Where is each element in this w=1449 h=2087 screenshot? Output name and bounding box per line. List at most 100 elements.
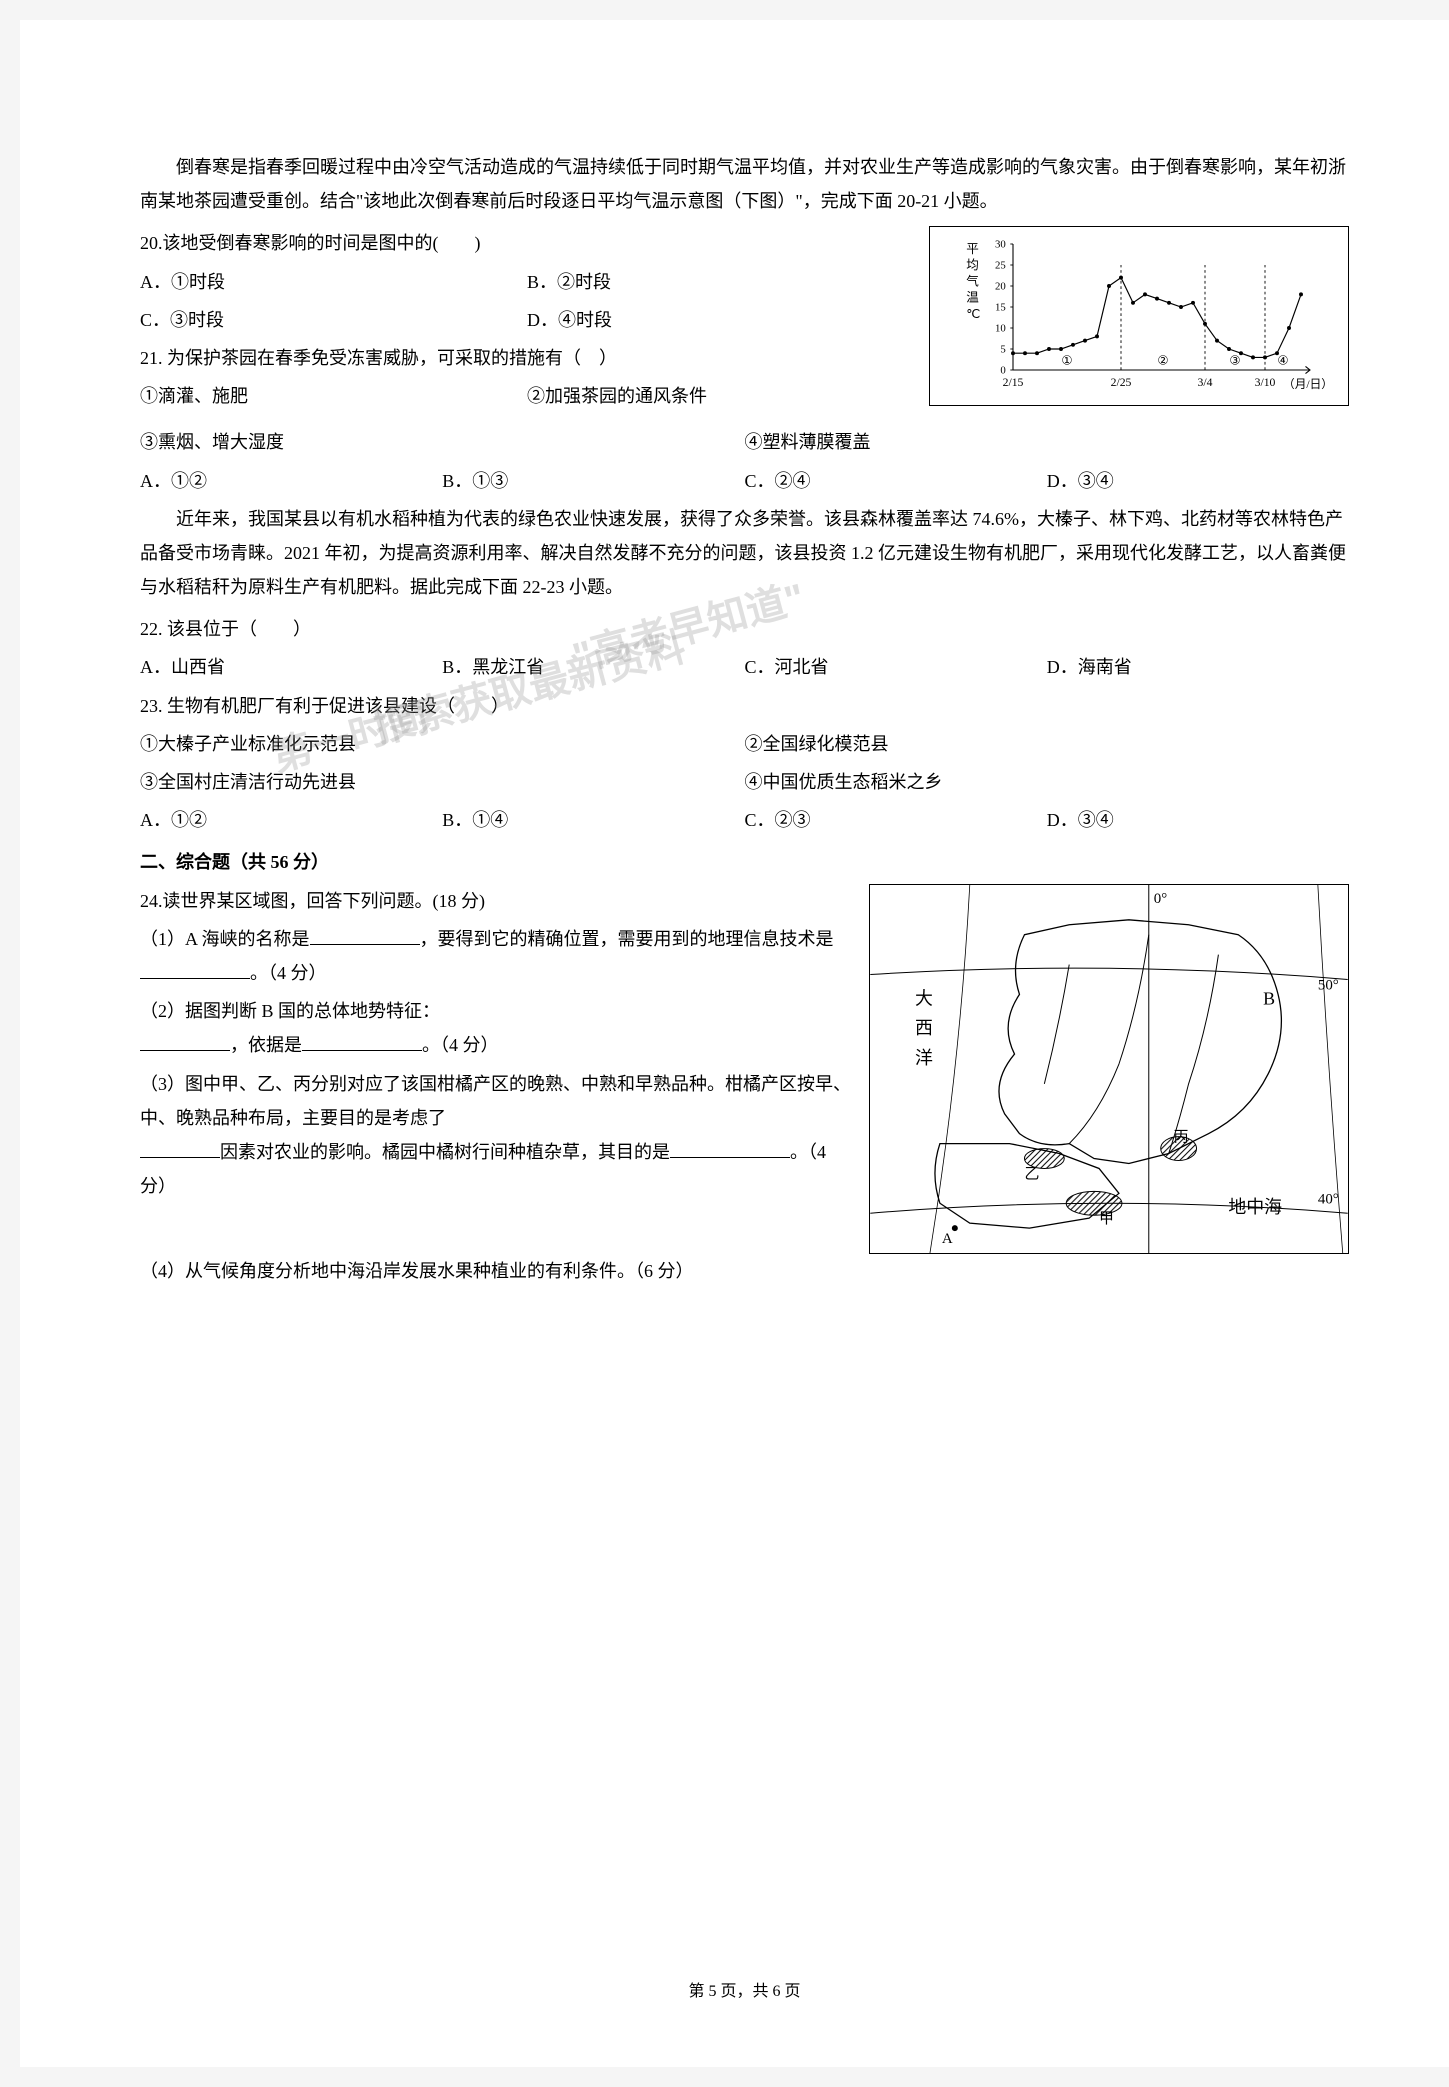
svg-text:5: 5	[1000, 344, 1005, 356]
point-A	[952, 1225, 958, 1231]
svg-text:25: 25	[995, 260, 1006, 272]
q21-items-row1: ①滴灌、施肥 ②加强茶园的通风条件	[140, 379, 914, 413]
svg-text:2/25: 2/25	[1111, 377, 1132, 390]
q23-item1: ①大榛子产业标准化示范县	[140, 727, 745, 761]
label-jia: 甲	[1099, 1211, 1114, 1227]
xlabel: （月/日）	[1283, 377, 1333, 391]
ylabel-4: ℃	[966, 307, 980, 321]
q21-optA: A．①②	[140, 464, 442, 498]
q21-optB: B．①③	[442, 464, 744, 498]
q23-item3: ③全国村庄清洁行动先进县	[140, 765, 745, 799]
q23-optD: D．③④	[1047, 803, 1349, 837]
blank-4	[302, 1030, 422, 1052]
temperature-chart: 平 均 气 温 ℃ 0 5 10 15 20 25 30 ① ② ③ ④ 2/15 2/25	[929, 226, 1349, 406]
q21-items-row2: ③熏烟、增大湿度 ④塑料薄膜覆盖	[140, 425, 1349, 459]
label-A: A	[942, 1231, 953, 1247]
svg-text:①: ①	[1061, 354, 1072, 368]
ylabel-2: 气	[966, 274, 979, 289]
lat-50	[870, 968, 1347, 979]
q24-p2b: ，依据是	[230, 1035, 302, 1055]
q21-item3: ③熏烟、增大湿度	[140, 425, 745, 459]
q22-optB: B．黑龙江省	[442, 650, 744, 684]
intro2-container: 近年来，我国某县以有机水稻种植为代表的绿色农业快速发展，获得了众多荣誉。该县森林…	[140, 502, 1349, 605]
q22-optC: C．河北省	[745, 650, 1047, 684]
france-outline	[999, 919, 1281, 1163]
blank-1	[310, 923, 420, 945]
q21-item1: ①滴灌、施肥	[140, 379, 527, 413]
q23-item2: ②全国绿化模范县	[745, 727, 1350, 761]
q23-item4: ④中国优质生态稻米之乡	[745, 765, 1350, 799]
label-lat50: 50°	[1318, 977, 1339, 993]
svg-text:30: 30	[995, 239, 1006, 251]
q24-p4: （4）从气候角度分析地中海沿岸发展水果种植业的有利条件。（6 分）	[140, 1254, 1349, 1288]
map-svg: 大 西 洋 B 地中海 甲 乙 丙 A 0° 50° 40°	[870, 885, 1348, 1253]
q20-21-row: 20.该地受倒春寒影响的时间是图中的( ) A．①时段 B．②时段 C．③时段 …	[140, 226, 1349, 417]
q23-options: A．①② B．①④ C．②③ D．③④	[140, 803, 1349, 837]
svg-text:0: 0	[1000, 365, 1005, 377]
ylabel-1: 均	[966, 259, 979, 273]
yticks-group: 0 5 10 15 20 25 30	[995, 239, 1013, 377]
label-lon0: 0°	[1154, 890, 1167, 906]
q24-p1c: 。（4 分）	[250, 963, 327, 983]
q20-optC: C．③时段	[140, 303, 527, 337]
q20-optD: D．④时段	[527, 303, 914, 337]
q24-p3: （3）图中甲、乙、丙分别对应了该国柑橘产区的晚熟、中熟和早熟品种。柑橘产区按早、…	[140, 1067, 854, 1204]
label-lat40: 40°	[1318, 1191, 1339, 1207]
q21-stem: 21. 为保护茶园在春季免受冻害威胁，可采取的措施有（ ）	[140, 341, 914, 375]
svg-text:20: 20	[995, 281, 1006, 293]
q24-row: 24.读世界某区域图，回答下列问题。(18 分) （1）A 海峡的名称是 ，要得到…	[140, 884, 1349, 1254]
q22-optA: A．山西省	[140, 650, 442, 684]
label-med: 地中海	[1228, 1197, 1282, 1217]
svg-text:15: 15	[995, 302, 1006, 314]
q23-optA: A．①②	[140, 803, 442, 837]
label-yi: 乙	[1024, 1166, 1039, 1182]
page-footer: 第 5 页，共 6 页	[20, 1977, 1449, 2007]
q22-optD: D．海南省	[1047, 650, 1349, 684]
q23-items-row1: ①大榛子产业标准化示范县 ②全国绿化模范县	[140, 727, 1349, 761]
svg-text:④: ④	[1277, 354, 1288, 368]
svg-text:2/15: 2/15	[1003, 377, 1024, 390]
q24-p3a: （3）图中甲、乙、丙分别对应了该国柑橘产区的晚熟、中熟和早熟品种。柑橘产区按早、…	[140, 1074, 851, 1128]
section2-title: 二、综合题（共 56 分）	[140, 845, 1349, 879]
blank-6	[670, 1136, 790, 1158]
q24-p2: （2）据图判断 B 国的总体地势特征：，依据是。（4 分）	[140, 994, 854, 1062]
intro-paragraph-2: 近年来，我国某县以有机水稻种植为代表的绿色农业快速发展，获得了众多荣誉。该县森林…	[140, 502, 1349, 605]
svg-text:3/4: 3/4	[1198, 377, 1213, 390]
label-bing: 丙	[1174, 1129, 1189, 1145]
q21-optC: C．②④	[745, 464, 1047, 498]
svg-text:③: ③	[1229, 354, 1240, 368]
q23-items-row2: ③全国村庄清洁行动先进县 ④中国优质生态稻米之乡	[140, 765, 1349, 799]
q20-options-row1: A．①时段 B．②时段	[140, 265, 914, 299]
chart-svg: 平 均 气 温 ℃ 0 5 10 15 20 25 30 ① ② ③ ④ 2/15 2/25	[938, 235, 1340, 397]
q20-options-row2: C．③时段 D．④时段	[140, 303, 914, 337]
ylabel-0: 平	[966, 242, 979, 256]
svg-text:②: ②	[1157, 354, 1168, 368]
q22-options: A．山西省 B．黑龙江省 C．河北省 D．海南省	[140, 650, 1349, 684]
atlantic-1: 西	[915, 1018, 933, 1038]
q20-21-left: 20.该地受倒春寒影响的时间是图中的( ) A．①时段 B．②时段 C．③时段 …	[140, 226, 914, 417]
q20-optB: B．②时段	[527, 265, 914, 299]
q24-p1a: （1）A 海峡的名称是	[140, 929, 310, 949]
atlantic-2: 洋	[915, 1048, 933, 1068]
q22-stem: 22. 该县位于（ ）	[140, 612, 1349, 646]
ylabel-3: 温	[966, 291, 979, 305]
q24-p1b: ，要得到它的精确位置，需要用到的地理信息技术是	[420, 929, 834, 949]
svg-text:3/10: 3/10	[1255, 377, 1276, 390]
q23-stem: 23. 生物有机肥厂有利于促进该县建设（ ）	[140, 689, 1349, 723]
river-1	[1069, 934, 1149, 1143]
river-2	[1169, 954, 1219, 1153]
q24-p1: （1）A 海峡的名称是 ，要得到它的精确位置，需要用到的地理信息技术是。（4 分）	[140, 922, 854, 990]
q21-optD: D．③④	[1047, 464, 1349, 498]
intro-paragraph-1: 倒春寒是指春季回暖过程中由冷空气活动造成的气温持续低于同时期气温平均值，并对农业…	[140, 150, 1349, 218]
q23-optB: B．①④	[442, 803, 744, 837]
segment-labels-group: ① ② ③ ④	[1061, 354, 1288, 368]
svg-text:10: 10	[995, 323, 1006, 335]
q20-optA: A．①时段	[140, 265, 527, 299]
q24-left: 24.读世界某区域图，回答下列问题。(18 分) （1）A 海峡的名称是 ，要得到…	[140, 884, 854, 1254]
data-line-group	[1011, 276, 1303, 360]
q24-p3b: 因素对农业的影响。橘园中橘树行间种植杂草，其目的是	[220, 1142, 670, 1162]
q24-p2a: （2）据图判断 B 国的总体地势特征：	[140, 1001, 440, 1021]
lon-west	[930, 885, 970, 1253]
q24-stem: 24.读世界某区域图，回答下列问题。(18 分)	[140, 884, 854, 918]
exam-page: 倒春寒是指春季回暖过程中由冷空气活动造成的气温持续低于同时期气温平均值，并对农业…	[20, 20, 1449, 2067]
